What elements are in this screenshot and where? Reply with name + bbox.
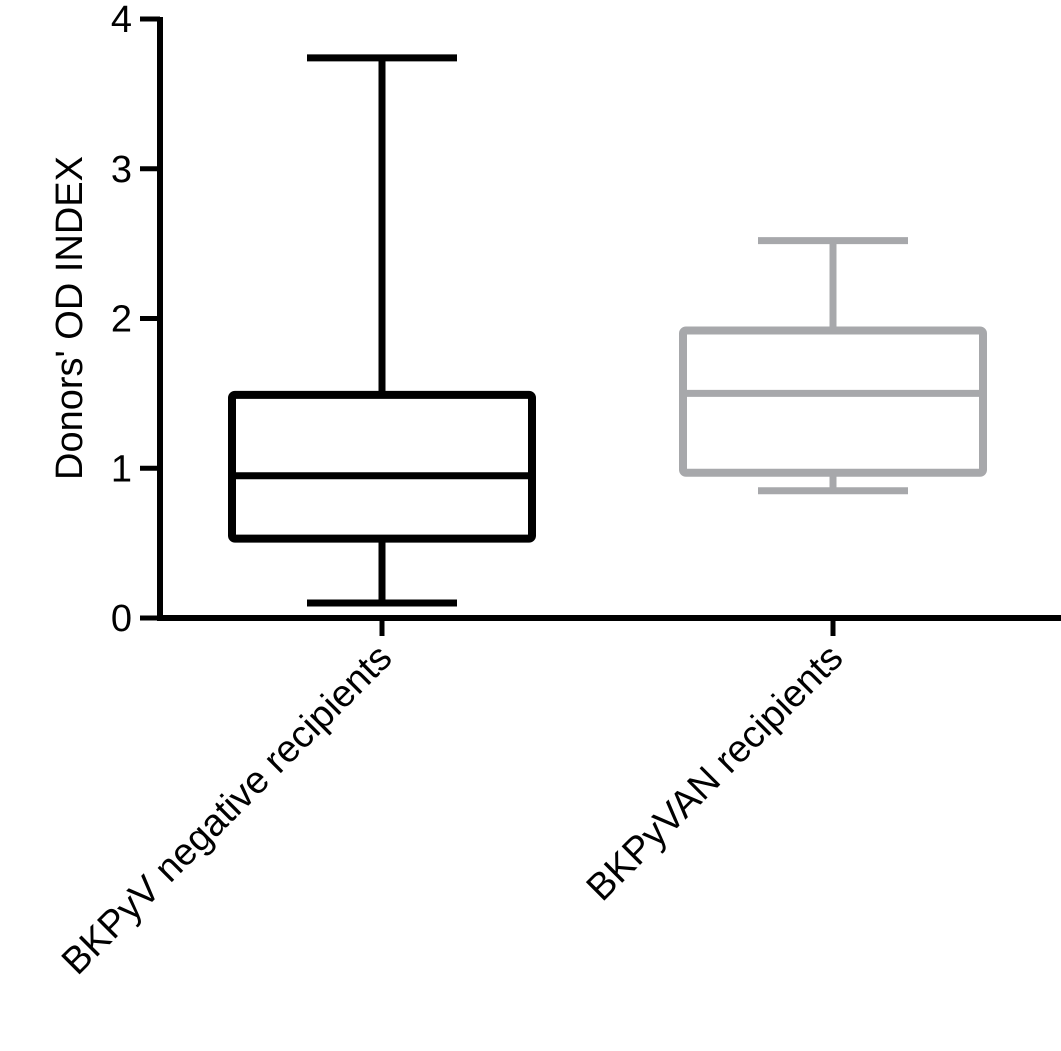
- x-axis: BKPyV negative recipients BKPyVAN recipie…: [54, 615, 1061, 983]
- box-1: [228, 54, 536, 607]
- y-tick-label: 1: [111, 448, 132, 490]
- boxes: [228, 54, 987, 607]
- y-tick-label: 0: [111, 598, 132, 640]
- y-axis-title: Donors' OD INDEX: [49, 156, 91, 480]
- iqr-box: [679, 326, 987, 477]
- box-2: [679, 237, 987, 495]
- y-tick-label: 4: [111, 0, 132, 41]
- y-tick-label: 2: [111, 299, 132, 341]
- x-tick-label: BKPyV negative recipients: [54, 637, 400, 983]
- y-axis: 0 1 2 3 4: [111, 0, 163, 640]
- x-tick-label: BKPyVAN recipients: [579, 637, 852, 910]
- y-tick-label: 3: [111, 149, 132, 191]
- iqr-box: [228, 390, 536, 543]
